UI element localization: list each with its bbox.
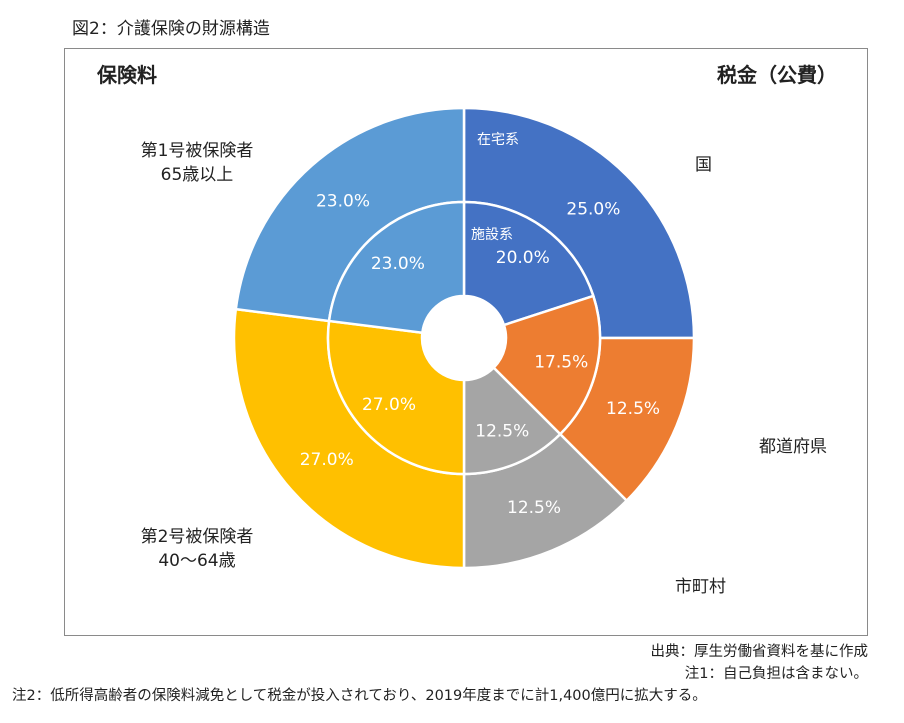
label-first-insured: 第1号被保険者 65歳以上 <box>107 139 287 187</box>
inner-slice-4 <box>327 200 466 335</box>
inner-ring <box>326 200 602 476</box>
label-second-insured-line1: 第2号被保険者 <box>140 527 254 547</box>
label-second-insured: 第2号被保険者 40～64歳 <box>107 525 287 573</box>
slice-labels: 25.0% 12.5% 12.5% 27.0% 23.0% 20.0% 17.5% 12.5%… <box>300 192 660 518</box>
note-1: 注1：自己負担は含まない。 <box>684 666 868 682</box>
outer-slice-label-2: 12.5% <box>507 498 561 518</box>
inner-slice-1 <box>491 294 602 436</box>
label-second-insured-line2: 40～64歳 <box>158 551 236 571</box>
donut-chart: 25.0% 12.5% 12.5% 27.0% 23.0% 20.0% 17.5% 12.5%… <box>232 106 696 570</box>
header-tax-public: 税金（公費） <box>717 63 837 87</box>
label-national: 国 <box>695 155 712 175</box>
inner-slice-label-2: 12.5% <box>475 421 529 441</box>
inner-slice-3 <box>326 319 466 476</box>
inner-slice-label-3: 27.0% <box>362 395 416 415</box>
label-first-insured-line2: 65歳以上 <box>160 165 234 185</box>
outer-slice-label-0: 25.0% <box>566 200 620 220</box>
outer-slice-label-3: 27.0% <box>300 450 354 470</box>
chart-frame: 保険料 税金（公費） 25.0% 12.5% 12.5% 27.0% 23.0% 20.0… <box>64 48 868 636</box>
header-insurance-premium: 保険料 <box>97 63 157 87</box>
ring-name-outer: 在宅系 <box>477 132 519 148</box>
label-first-insured-line1: 第1号被保険者 <box>140 141 254 161</box>
label-municipality: 市町村 <box>675 577 726 597</box>
source-note: 出典：厚生労働省資料を基に作成 <box>650 644 869 660</box>
inner-slice-label-4: 23.0% <box>371 254 425 274</box>
figure-title: 図2：介護保険の財源構造 <box>72 19 270 39</box>
outer-ring <box>232 106 696 570</box>
label-prefecture: 都道府県 <box>759 437 827 457</box>
inner-slice-label-1: 17.5% <box>534 352 588 372</box>
note-2: 注2：低所得高齢者の保険料減免として税金が投入されており、2019年度までに計1… <box>12 688 707 704</box>
outer-slice-label-4: 23.0% <box>316 192 370 212</box>
outer-slice-label-1: 12.5% <box>606 399 660 419</box>
inner-slice-0 <box>462 200 595 327</box>
inner-slice-label-0: 20.0% <box>496 248 550 268</box>
ring-name-inner: 施設系 <box>471 227 513 243</box>
